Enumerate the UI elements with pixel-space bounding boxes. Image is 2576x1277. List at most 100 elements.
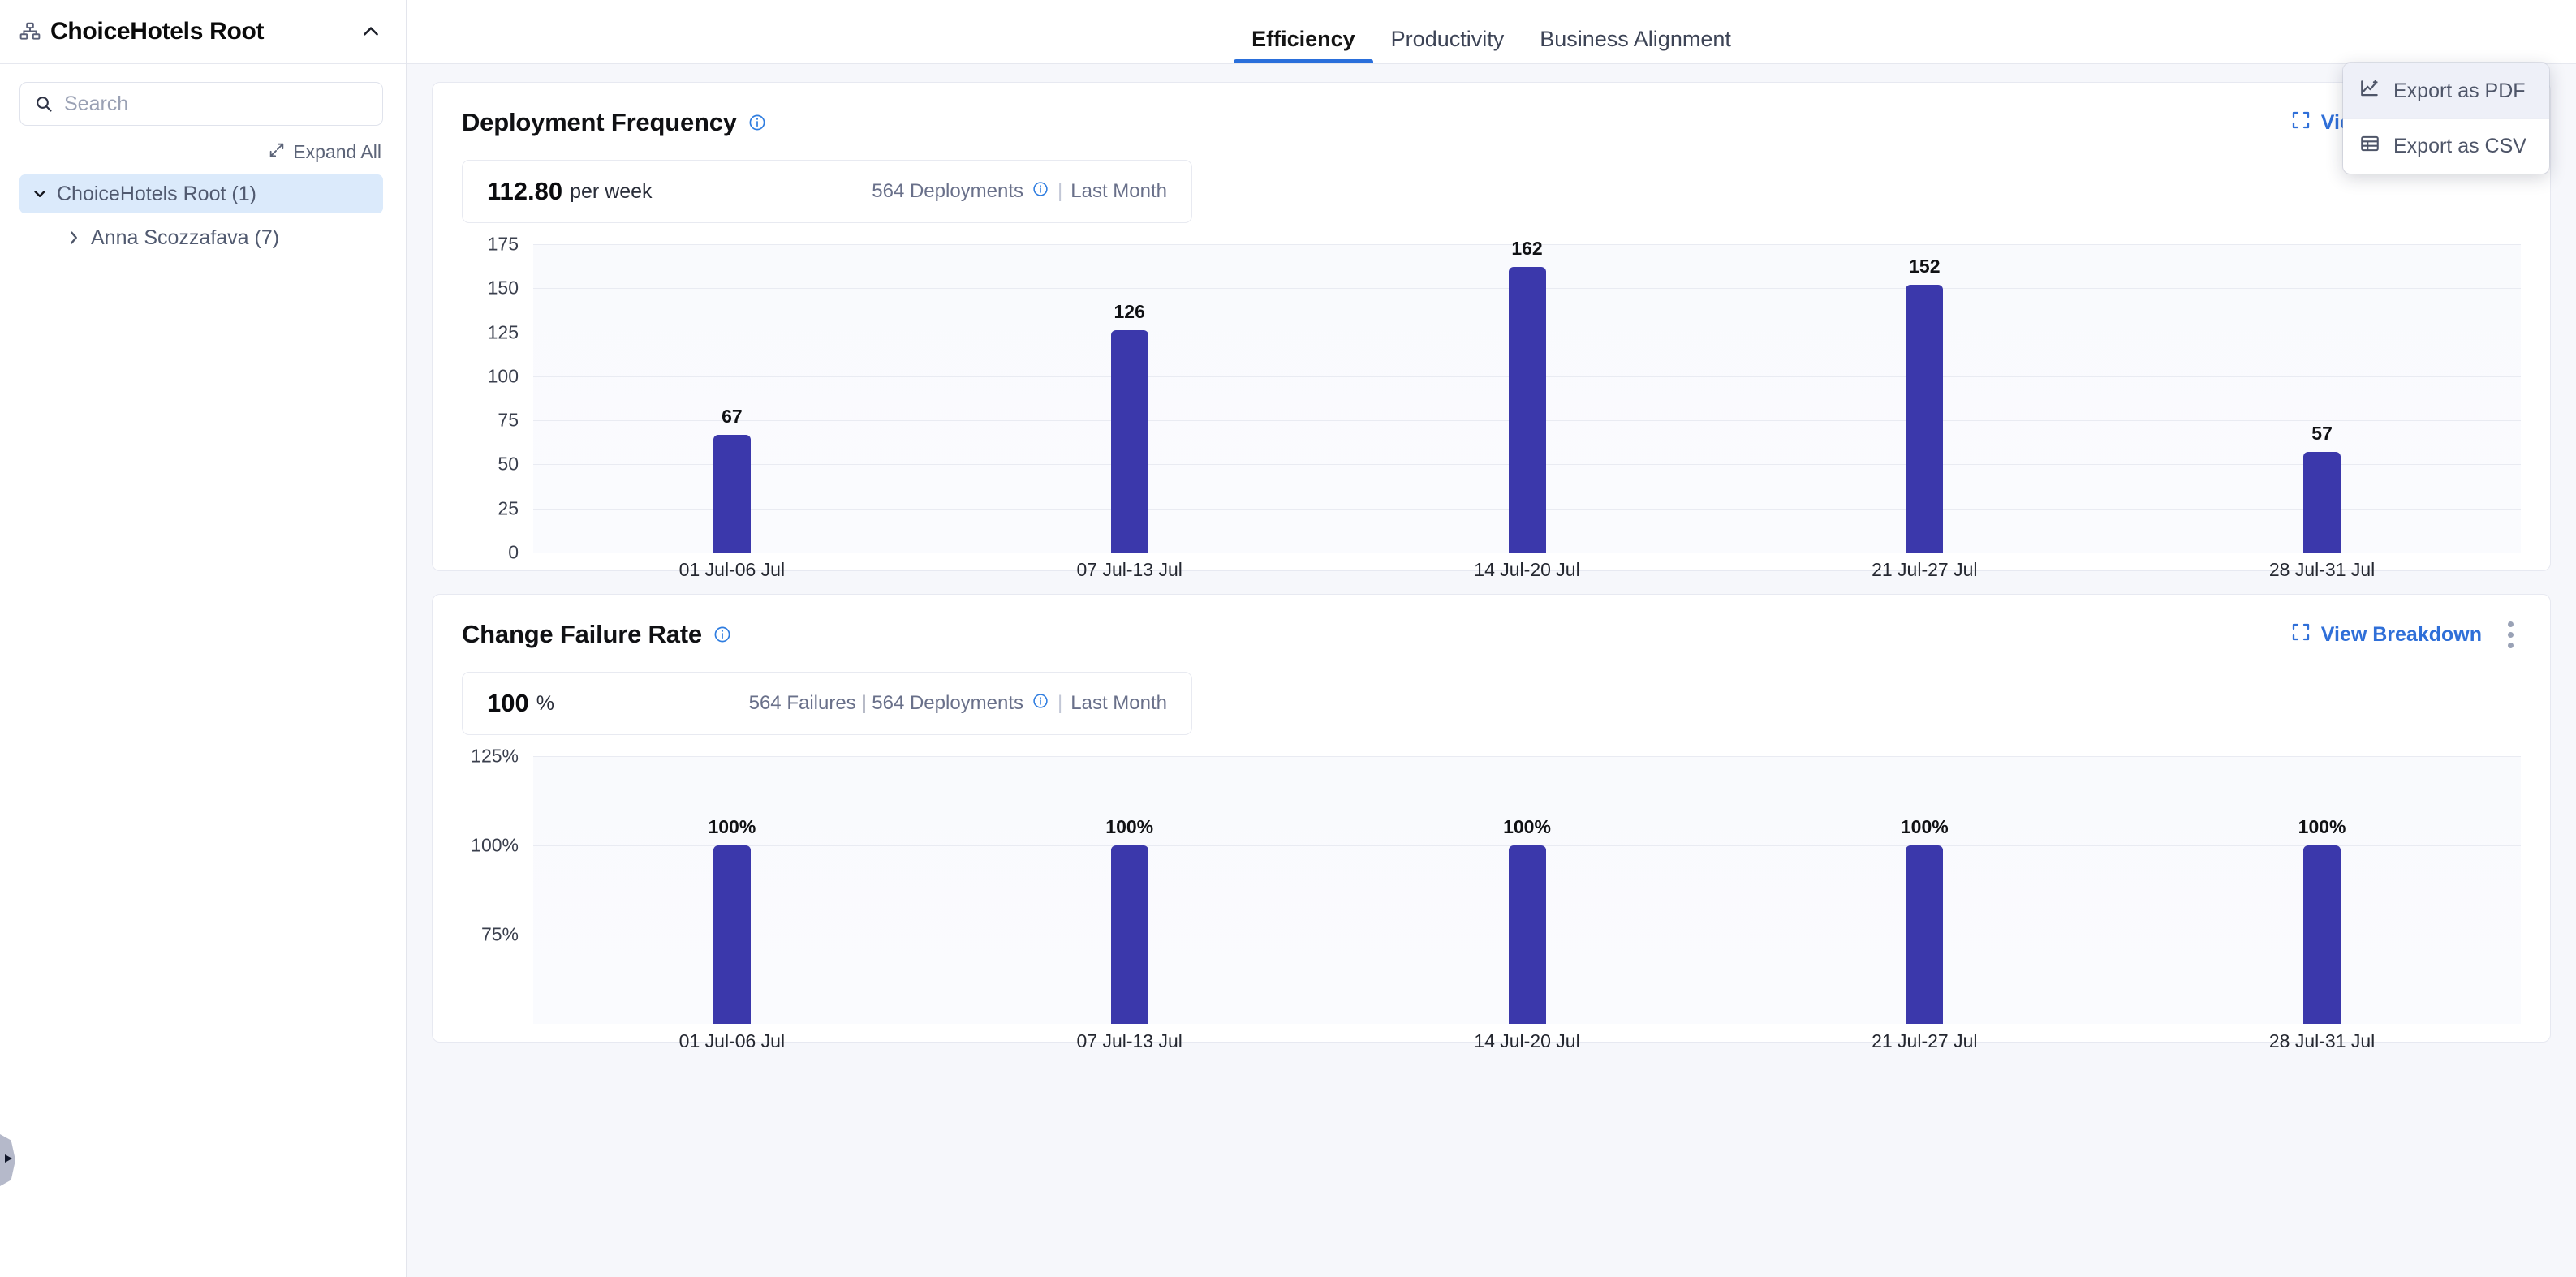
kpi-meta: 564 Deployments | Last Month xyxy=(872,180,1167,204)
view-breakdown-button[interactable]: View Breakdown xyxy=(2291,622,2482,647)
dashboard-scroll-area[interactable]: Deployment Frequency xyxy=(407,64,2576,1277)
search-box[interactable] xyxy=(19,82,383,126)
search-input[interactable] xyxy=(64,92,369,116)
sidebar-body: Expand All ChoiceHotels Root (1) xyxy=(0,64,406,257)
table-icon xyxy=(2359,133,2380,160)
bar-value-label: 162 xyxy=(1511,238,1543,260)
sidebar-header: ChoiceHotels Root xyxy=(0,0,406,64)
bar-value-label: 100% xyxy=(708,816,756,837)
menu-item-export-as-pdf[interactable]: Export as PDF xyxy=(2343,63,2549,118)
bar[interactable] xyxy=(713,845,751,1024)
sidebar-title: ChoiceHotels Root xyxy=(50,18,265,45)
gridline xyxy=(533,244,2521,245)
export-dropdown-menu[interactable]: Export as PDF Export as CSV xyxy=(2343,63,2549,174)
page-title: Change Failure Rate xyxy=(462,620,702,648)
y-axis: 0 25 50 75 100 125 150 175 xyxy=(462,234,519,563)
info-circle-icon[interactable] xyxy=(1032,692,1049,716)
expand-all-button[interactable]: Expand All xyxy=(19,141,383,163)
bar-value-label: 152 xyxy=(1909,255,1941,277)
kpi-value: 100 xyxy=(487,689,529,717)
bar-value-label: 57 xyxy=(2311,423,2333,445)
card-deployment-frequency: Deployment Frequency xyxy=(432,82,2551,580)
kpi-card-change-failure-rate: 100 % 564 Failures | 564 Deployments | L… xyxy=(462,672,1192,735)
y-axis-tick-label: 0 xyxy=(508,541,519,563)
expand-all-label: Expand All xyxy=(293,141,381,162)
kpi-unit: per week xyxy=(570,179,653,203)
bar[interactable] xyxy=(1508,267,1546,553)
x-axis-tick-label: 07 Jul-13 Jul xyxy=(1076,559,1182,580)
bar[interactable] xyxy=(1906,845,1944,1024)
menu-item-label: Export as PDF xyxy=(2393,79,2526,102)
x-axis-tick-label: 07 Jul-13 Jul xyxy=(1076,1030,1182,1051)
bar[interactable] xyxy=(2303,452,2341,553)
kpi-value: 112.80 xyxy=(487,177,563,205)
kpi-period: Last Month xyxy=(1070,692,1167,714)
tree-item-label: ChoiceHotels Root (1) xyxy=(57,182,256,205)
menu-item-export-as-csv[interactable]: Export as CSV xyxy=(2343,118,2549,174)
top-navigation-bar: Efficiency Productivity Business Alignme… xyxy=(407,0,2576,64)
tab-productivity[interactable]: Productivity xyxy=(1373,0,1523,63)
bar-value-label: 100% xyxy=(1105,816,1154,837)
search-icon xyxy=(33,93,54,114)
x-axis-tick-label: 01 Jul-06 Jul xyxy=(678,559,786,580)
tree-item-anna-scozzafava[interactable]: Anna Scozzafava (7) xyxy=(19,218,383,257)
bar[interactable] xyxy=(1110,330,1148,553)
chevron-right-icon[interactable] xyxy=(62,229,86,247)
info-circle-icon[interactable] xyxy=(1032,180,1049,204)
bar[interactable] xyxy=(2303,845,2341,1024)
chevron-down-icon[interactable] xyxy=(28,185,52,203)
bar[interactable] xyxy=(1906,284,1944,553)
bar-value-label: 126 xyxy=(1114,301,1145,323)
tab-list: Efficiency Productivity Business Alignme… xyxy=(1234,0,1749,63)
kpi-period: Last Month xyxy=(1070,180,1167,202)
y-axis-tick-label: 25 xyxy=(498,497,519,519)
card-header: Change Failure Rate xyxy=(433,595,2550,651)
x-axis-tick-label: 21 Jul-27 Jul xyxy=(1872,1030,1978,1051)
card-change-failure-rate: Change Failure Rate xyxy=(432,594,2551,1051)
y-axis-tick-label: 75 xyxy=(498,409,519,431)
triangle-right-icon xyxy=(3,1153,13,1168)
gridline xyxy=(533,756,2521,757)
bar-series: 67 126 162 152 57 xyxy=(533,238,2521,553)
tab-label: Business Alignment xyxy=(1540,27,1731,51)
y-axis-tick-label: 75% xyxy=(480,923,519,945)
x-axis-tick-label: 28 Jul-31 Jul xyxy=(2268,1030,2376,1051)
card-header: Deployment Frequency xyxy=(433,83,2550,140)
bar-value-label: 67 xyxy=(722,405,743,427)
info-circle-icon[interactable] xyxy=(713,625,732,644)
card-header-actions: View Breakdown xyxy=(2291,617,2521,651)
x-axis-tick-label: 28 Jul-31 Jul xyxy=(2268,559,2376,580)
sidebar: ChoiceHotels Root xyxy=(0,0,407,1277)
more-vertical-icon[interactable] xyxy=(2500,617,2521,651)
expand-arrows-icon xyxy=(268,141,286,163)
x-axis-tick-label: 14 Jul-20 Jul xyxy=(1474,1030,1580,1051)
kpi-separator: | xyxy=(1058,692,1063,714)
tree-item-label: Anna Scozzafava (7) xyxy=(91,226,280,249)
expand-corners-icon xyxy=(2291,622,2311,647)
x-axis-tick-label: 21 Jul-27 Jul xyxy=(1872,559,1978,580)
y-axis-tick-label: 50 xyxy=(498,453,519,475)
bar-value-label: 100% xyxy=(1900,816,1949,837)
chevron-up-icon[interactable] xyxy=(357,18,385,45)
tab-business-alignment[interactable]: Business Alignment xyxy=(1522,0,1749,63)
expand-corners-icon xyxy=(2291,110,2311,135)
kpi-card-deployment-frequency: 112.80 per week 564 Deployments | Last M… xyxy=(462,160,1192,223)
bar-series: 100% 100% 100% 100% 100% xyxy=(533,756,2521,1024)
y-axis-tick-label: 125% xyxy=(471,745,519,767)
x-axis-tick-label: 14 Jul-20 Jul xyxy=(1474,559,1580,580)
kpi-detail: 564 Deployments xyxy=(872,180,1024,202)
bar[interactable] xyxy=(713,434,751,553)
bar-value-label: 100% xyxy=(2298,816,2346,837)
info-circle-icon[interactable] xyxy=(747,113,767,132)
sidebar-drawer-handle[interactable] xyxy=(0,1134,15,1186)
chart-export-icon xyxy=(2359,78,2380,105)
tab-efficiency[interactable]: Efficiency xyxy=(1234,0,1373,63)
bar[interactable] xyxy=(1508,845,1546,1024)
page-title: Deployment Frequency xyxy=(462,108,737,136)
bar[interactable] xyxy=(1110,845,1148,1024)
tree-item-choicehotels-root[interactable]: ChoiceHotels Root (1) xyxy=(19,174,383,213)
org-tree: ChoiceHotels Root (1) Anna Scozzafava (7… xyxy=(19,174,383,257)
y-axis-tick-label: 150 xyxy=(487,277,519,299)
y-axis-tick-label: 175 xyxy=(487,233,519,255)
